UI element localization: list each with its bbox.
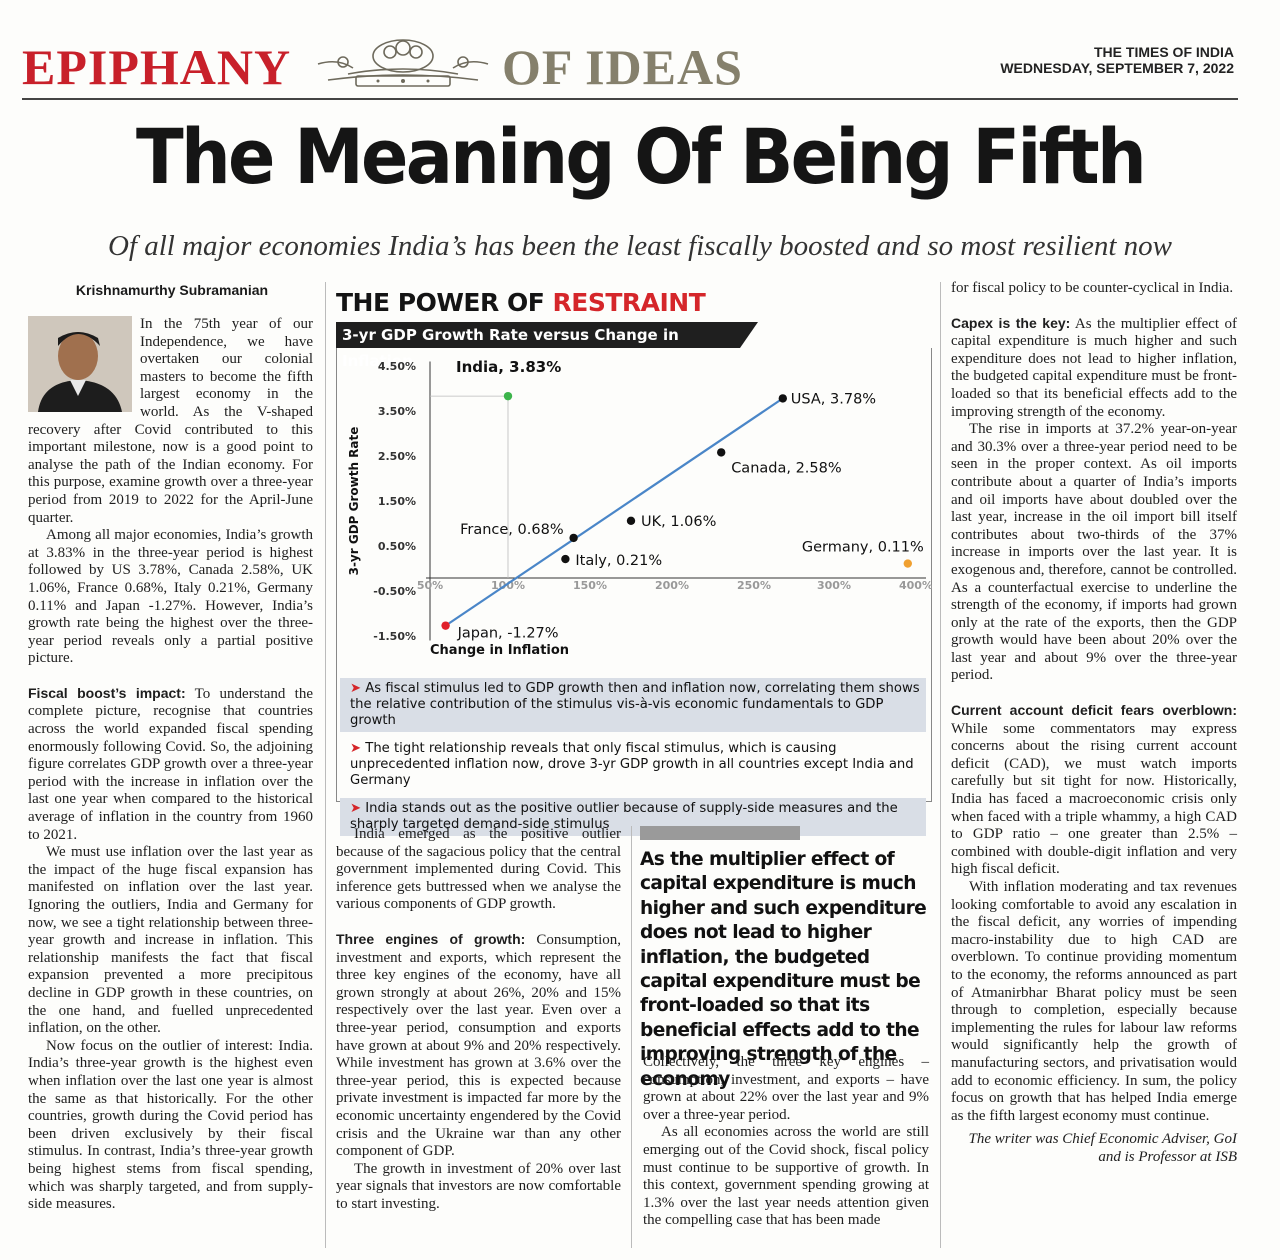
- subheading: Capex is the key:: [951, 314, 1071, 331]
- y-axis-title: 3-yr GDP Growth Rate: [347, 427, 361, 576]
- paragraph-text: Consumption, investment and exports, whi…: [336, 931, 622, 1160]
- subheading: Fiscal boost’s impact:: [28, 684, 186, 701]
- x-tick-label: 200%: [655, 579, 689, 592]
- arrow-icon: ➤: [350, 801, 362, 816]
- x-tick-label: 250%: [737, 579, 771, 592]
- trend-line: [444, 397, 784, 627]
- section-title-left: EPIPHANY: [22, 39, 292, 95]
- paragraph: As all economies across the world are st…: [643, 1124, 929, 1229]
- paragraph: The rise in imports at 37.2% year-on-yea…: [951, 421, 1237, 684]
- data-point: [717, 448, 726, 457]
- chart-subtitle: 3-yr GDP Growth Rate versus Change in In…: [336, 322, 740, 370]
- y-tick-label: -0.50%: [373, 585, 416, 598]
- paragraph: In the 75th year of our Independence, we…: [28, 316, 313, 526]
- paragraph: Among all major economies, India’s growt…: [28, 527, 313, 667]
- paragraph: Capex is the key: As the multiplier effe…: [951, 315, 1237, 422]
- arrow-icon: ➤: [350, 741, 362, 756]
- section-title-right: OF IDEAS: [502, 39, 743, 95]
- data-label: Italy, 0.21%: [575, 553, 662, 569]
- y-tick-label: 0.50%: [378, 540, 416, 553]
- paragraph: India emerged as the positive outlier be…: [336, 826, 621, 913]
- subheading: Current account deficit fears overblown:: [951, 702, 1237, 719]
- x-tick-label: 150%: [573, 579, 607, 592]
- author-note: The writer was Chief Economic Adviser, G…: [968, 1131, 1237, 1165]
- author-portrait-icon: [28, 316, 132, 412]
- masthead-rule: [22, 98, 1238, 100]
- paragraph: With inflation moderating and tax revenu…: [951, 879, 1237, 1124]
- chart-note-text: As fiscal stimulus led to GDP growth the…: [350, 681, 920, 728]
- headline: The Meaning Of Being Fifth: [136, 112, 1147, 201]
- chart-title-highlight: RESTRAINT: [552, 288, 706, 317]
- data-point: [441, 621, 450, 630]
- arrow-icon: ➤: [350, 681, 362, 696]
- data-point: [626, 516, 636, 525]
- column-2: India emerged as the positive outlier be…: [336, 826, 621, 1213]
- paragraph: We must use inflation over the last year…: [28, 844, 313, 1037]
- chart-note: ➤ As fiscal stimulus led to GDP growth t…: [340, 678, 926, 732]
- data-point: [778, 394, 787, 403]
- data-point: [569, 533, 578, 543]
- chart-box: THE POWER OF RESTRAINT 3-yr GDP Growth R…: [336, 288, 932, 836]
- byline: Krishnamurthy Subramanian: [75, 282, 269, 298]
- chart-subtitle-tail: [740, 322, 758, 348]
- data-label: USA, 3.78%: [791, 391, 876, 407]
- column-3: Collectively, the three key engines – co…: [643, 1054, 929, 1230]
- chart-note-text: India stands out as the positive outlier…: [350, 801, 898, 832]
- x-tick-label: 300%: [817, 579, 851, 592]
- data-label: UK, 1.06%: [641, 514, 716, 530]
- chart-notes: ➤ As fiscal stimulus led to GDP growth t…: [340, 678, 926, 842]
- x-axis-title: Change in Inflation: [430, 643, 569, 658]
- y-tick-label: 2.50%: [378, 450, 416, 463]
- y-tick-label: 4.50%: [378, 360, 416, 373]
- x-tick-label: 50%: [417, 579, 443, 592]
- paragraph: The growth in investment of 20% over las…: [336, 1160, 621, 1212]
- paragraph: Fiscal boost’s impact: To understand the…: [28, 685, 313, 844]
- x-tick-label: 100%: [491, 579, 525, 592]
- subheading: Three engines of growth:: [336, 930, 526, 947]
- column-divider: [631, 826, 632, 1248]
- data-point: [903, 559, 912, 568]
- paragraph: for fiscal policy to be counter-cyclical…: [951, 280, 1234, 296]
- paragraph-text: As the multiplier effect of capital expe…: [951, 315, 1237, 420]
- chart-title-part: THE POWER OF: [336, 288, 553, 317]
- x-tick-label: 400%: [899, 579, 932, 592]
- paragraph: Collectively, the three key engines – co…: [643, 1054, 929, 1123]
- paragraph: Current account deficit fears overblown:…: [951, 702, 1237, 879]
- paper-info: THE TIMES OF INDIA WEDNESDAY, SEPTEMBER …: [1000, 44, 1234, 76]
- paper-date: WEDNESDAY, SEPTEMBER 7, 2022: [1000, 60, 1234, 76]
- paragraph: Three engines of growth: Consumption, in…: [336, 931, 621, 1161]
- paragraph: Now focus on the outlier of interest: In…: [28, 1037, 313, 1213]
- data-label: India, 3.83%: [456, 358, 561, 376]
- paper-name: THE TIMES OF INDIA: [1094, 44, 1234, 60]
- y-tick-label: -1.50%: [373, 630, 416, 643]
- paragraph-text: While some commentators may express conc…: [951, 720, 1237, 878]
- data-point: [561, 554, 570, 564]
- column-divider: [940, 282, 941, 1248]
- masthead: EPIPHANY OF IDEAS THE TIMES OF INDIA WED…: [22, 34, 1242, 95]
- data-label: Germany, 0.11%: [802, 540, 924, 556]
- data-label: Canada, 2.58%: [731, 460, 841, 476]
- y-tick-label: 1.50%: [378, 495, 416, 508]
- scatter-chart: 4.50% 3.50% 2.50% 1.50% 0.50% -0.50% -1.50% 50%…: [347, 358, 932, 658]
- data-label: Japan, -1.27%: [457, 626, 559, 642]
- author-photo: [28, 316, 132, 412]
- paragraph-text: To understand the complete picture, reco…: [28, 685, 313, 843]
- pullquote: As the multiplier effect of capital expe…: [640, 849, 927, 1090]
- column-divider: [325, 282, 326, 1248]
- chart-note: ➤ The tight relationship reveals that on…: [340, 738, 926, 792]
- chart-note: ➤ India stands out as the positive outli…: [340, 798, 926, 836]
- pullquote-bar: [640, 826, 800, 840]
- chart-note-text: The tight relationship reveals that only…: [350, 741, 914, 788]
- column-4: for fiscal policy to be counter-cyclical…: [951, 280, 1237, 1167]
- data-label: France, 0.68%: [460, 522, 563, 538]
- chart-title: THE POWER OF RESTRAINT: [336, 288, 706, 317]
- data-point: [503, 391, 513, 401]
- lion-capital-emblem-icon: [317, 39, 489, 87]
- deck: Of all major economies India’s has been …: [107, 230, 1173, 262]
- column-1: In the 75th year of our Independence, we…: [28, 316, 313, 1214]
- y-tick-label: 3.50%: [378, 405, 416, 418]
